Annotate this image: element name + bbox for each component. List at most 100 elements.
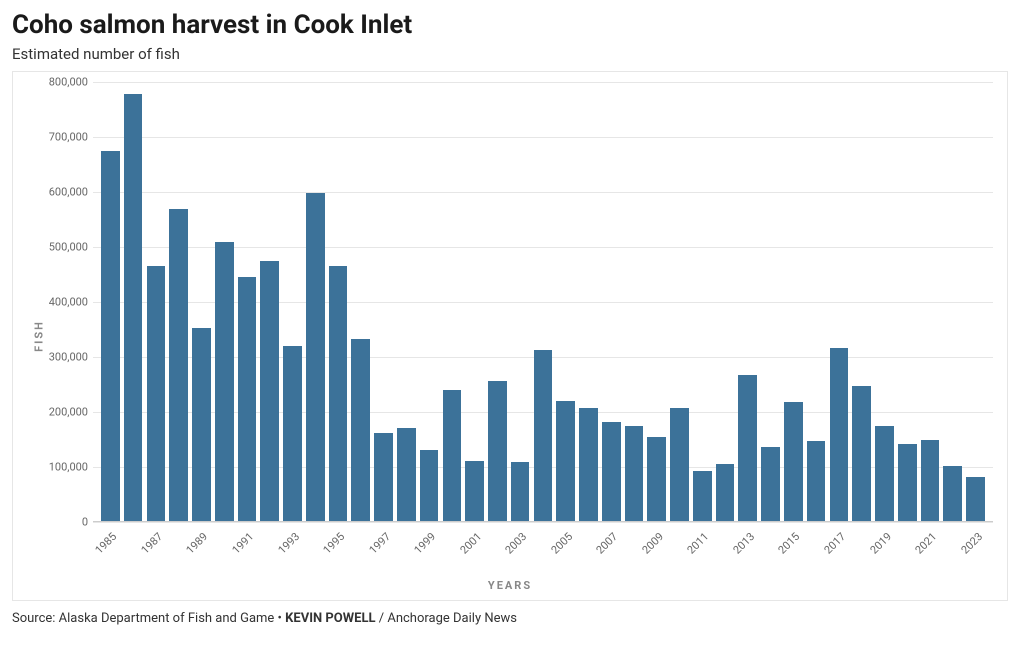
bar — [830, 348, 849, 522]
x-tick-label: 2021 — [913, 530, 940, 557]
bar-slot — [668, 82, 691, 522]
x-tick-label: 1985 — [93, 530, 120, 557]
bar-slot — [577, 82, 600, 522]
bar-slot — [486, 82, 509, 522]
y-tick-label: 200,000 — [33, 406, 88, 419]
bar — [511, 462, 530, 522]
bar-slot — [372, 82, 395, 522]
bar — [147, 266, 166, 522]
y-tick-label: 500,000 — [33, 241, 88, 254]
bar — [124, 94, 143, 522]
bar — [169, 209, 188, 523]
bar — [579, 408, 598, 522]
bar — [283, 346, 302, 522]
bar — [807, 441, 826, 522]
bar-slot — [850, 82, 873, 522]
bar — [443, 390, 462, 523]
y-tick-label: 0 — [33, 516, 88, 529]
bar — [101, 151, 120, 522]
bar — [625, 426, 644, 522]
bar-slot — [759, 82, 782, 522]
bar — [215, 242, 234, 523]
x-tick-label: 1993 — [275, 530, 302, 557]
x-tick-label: 2007 — [594, 530, 621, 557]
x-tick-label: 1987 — [138, 530, 165, 557]
bar — [397, 428, 416, 523]
plot-area: 0100,000200,000300,000400,000500,000600,… — [93, 82, 993, 522]
bar — [556, 401, 575, 522]
bar-slot — [600, 82, 623, 522]
bar — [420, 450, 439, 523]
bar — [534, 350, 553, 522]
x-tick-label: 1995 — [321, 530, 348, 557]
bar-slot — [418, 82, 441, 522]
bar-slot — [805, 82, 828, 522]
bar-slot — [896, 82, 919, 522]
bar-slot — [714, 82, 737, 522]
y-tick-label: 300,000 — [33, 351, 88, 364]
bar-slot — [736, 82, 759, 522]
bar-slot — [532, 82, 555, 522]
bar-slot — [509, 82, 532, 522]
bar — [488, 381, 507, 522]
x-axis-label: YEARS — [488, 579, 532, 592]
y-tick-label: 100,000 — [33, 461, 88, 474]
bar — [784, 402, 803, 522]
bar-slot — [190, 82, 213, 522]
y-tick-label: 400,000 — [33, 296, 88, 309]
bar-slot — [782, 82, 805, 522]
bar-slot — [213, 82, 236, 522]
bar — [465, 461, 484, 523]
bar — [875, 426, 894, 522]
bar-slot — [258, 82, 281, 522]
chart-subtitle: Estimated number of fish — [12, 45, 1008, 63]
x-tick-label: 2013 — [730, 530, 757, 557]
bars-group — [93, 82, 993, 522]
bar-slot — [691, 82, 714, 522]
bar — [852, 386, 871, 522]
bar — [260, 261, 279, 522]
bar-slot — [304, 82, 327, 522]
bar-slot — [645, 82, 668, 522]
bar — [351, 339, 370, 523]
x-tick-label: 2015 — [776, 530, 803, 557]
bar — [192, 328, 211, 522]
bar-slot — [122, 82, 145, 522]
x-tick-label: 1997 — [366, 530, 393, 557]
x-baseline — [93, 521, 993, 522]
bar-slot — [167, 82, 190, 522]
x-tick-label: 1991 — [230, 530, 257, 557]
bar — [329, 266, 348, 522]
bar-slot — [873, 82, 896, 522]
bar — [738, 375, 757, 522]
bar-slot — [349, 82, 372, 522]
bar-slot — [99, 82, 122, 522]
source-suffix: / Anchorage Daily News — [376, 611, 517, 626]
bar — [898, 444, 917, 522]
bar — [374, 433, 393, 523]
bar — [670, 408, 689, 522]
bar — [716, 464, 735, 522]
bar — [761, 447, 780, 522]
x-tick-label: 1989 — [184, 530, 211, 557]
x-tick-label: 2005 — [548, 530, 575, 557]
bar — [647, 437, 666, 522]
bar-slot — [623, 82, 646, 522]
bar-slot — [964, 82, 987, 522]
bar-slot — [281, 82, 304, 522]
chart-title: Coho salmon harvest in Cook Inlet — [12, 10, 1008, 41]
y-tick-label: 800,000 — [33, 76, 88, 89]
x-tick-label: 2023 — [958, 530, 985, 557]
bar-slot — [828, 82, 851, 522]
x-tick-label: 2009 — [639, 530, 666, 557]
bar-slot — [463, 82, 486, 522]
x-tick-label: 2001 — [457, 530, 484, 557]
y-tick-label: 700,000 — [33, 131, 88, 144]
x-tick-label: 2003 — [503, 530, 530, 557]
bar — [966, 477, 985, 522]
x-tick-label: 2011 — [685, 530, 712, 557]
bar-slot — [327, 82, 350, 522]
bar-slot — [919, 82, 942, 522]
bar — [602, 422, 621, 523]
y-tick-label: 600,000 — [33, 186, 88, 199]
